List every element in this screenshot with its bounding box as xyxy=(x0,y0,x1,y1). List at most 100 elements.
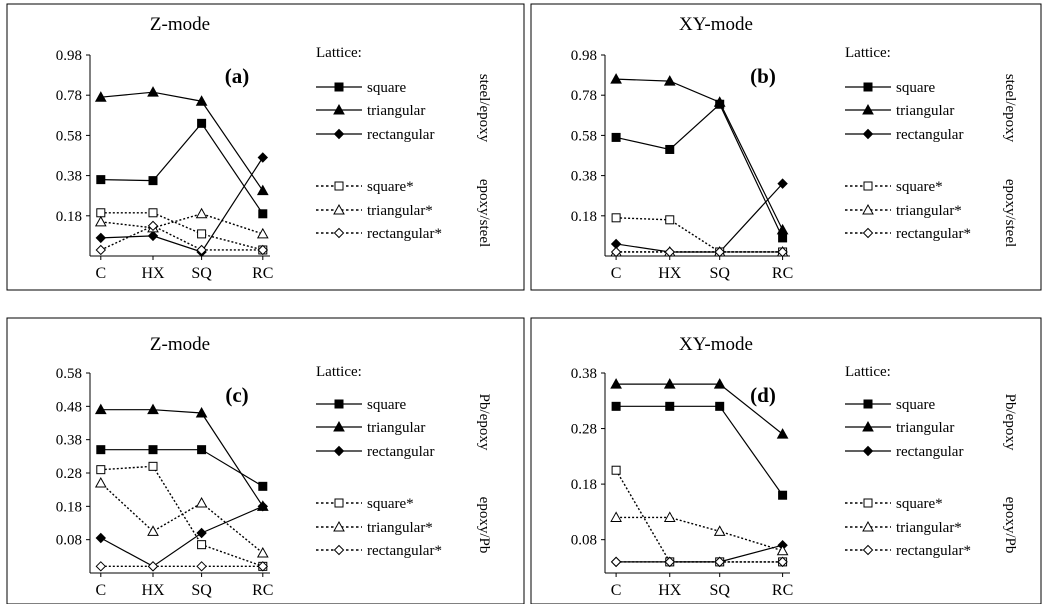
series-line xyxy=(100,212,263,251)
legend-label: triangular* xyxy=(367,203,433,219)
data-point xyxy=(147,86,159,97)
data-point xyxy=(94,91,107,102)
legend-marker xyxy=(863,181,873,191)
legend-marker xyxy=(333,103,345,115)
data-point xyxy=(776,223,789,235)
data-point xyxy=(663,378,676,389)
panel-a: Z-mode 0.18 0.38 0.58 0.78 0.98 C HX SQ RC (a) Latt… xyxy=(6,3,525,291)
panel-title: Z-mode xyxy=(150,334,210,355)
panel-d: XY-mode 0.08 0.18 0.28 0.38 C HX SQ RC (d) Lattice… xyxy=(530,317,1042,604)
data-point xyxy=(777,178,788,189)
data-point xyxy=(147,561,159,572)
series-triangular-star xyxy=(94,476,269,558)
side-label: steel/epoxy xyxy=(476,74,492,143)
series-rectangular xyxy=(95,501,269,572)
panel-frame xyxy=(6,317,525,604)
panel-frame xyxy=(6,3,525,291)
series-line xyxy=(616,405,784,496)
data-point xyxy=(257,561,269,572)
legend-label: square xyxy=(367,397,406,413)
panel-letter: (b) xyxy=(750,64,776,88)
legend-marker xyxy=(863,498,873,508)
y-tick-label: 0.78 xyxy=(56,88,82,104)
y-tick-label: 0.98 xyxy=(56,48,82,64)
data-point xyxy=(96,445,106,455)
legend-marker xyxy=(334,399,344,409)
x-tick-label: HX xyxy=(658,265,682,282)
data-point xyxy=(663,75,676,86)
series-line xyxy=(616,383,783,435)
legend-marker xyxy=(333,203,345,215)
series-square xyxy=(96,118,268,219)
data-point xyxy=(715,401,725,411)
y-tick-label: 0.38 xyxy=(56,169,82,185)
y-tick-label: 0.08 xyxy=(56,533,82,549)
legend-label: rectangular* xyxy=(896,543,971,559)
legend-label: triangular* xyxy=(896,520,962,536)
legend-marker xyxy=(863,82,873,92)
series-line xyxy=(100,122,264,215)
data-point xyxy=(665,401,675,411)
data-point xyxy=(196,527,207,539)
y-tick-label: 0.98 xyxy=(571,48,597,64)
y-tick-label: 0.18 xyxy=(56,499,82,515)
data-point xyxy=(195,95,208,106)
data-point xyxy=(713,378,726,389)
legend-heading: Lattice: xyxy=(316,45,362,61)
y-tick-label: 0.18 xyxy=(571,209,597,225)
series-rectangular xyxy=(95,152,269,258)
series-line xyxy=(616,544,783,563)
data-point xyxy=(197,229,207,239)
series-triangular-star xyxy=(94,207,269,239)
data-point xyxy=(196,561,207,572)
data-point xyxy=(96,465,106,475)
data-point xyxy=(148,461,158,471)
legend-label: rectangular* xyxy=(367,543,442,559)
legend-label: square* xyxy=(896,179,943,195)
side-label: epoxy/Pb xyxy=(476,497,492,554)
data-point xyxy=(258,209,268,219)
legend-marker xyxy=(333,128,345,140)
legend-marker xyxy=(333,420,345,432)
y-tick-label: 0.58 xyxy=(56,366,82,382)
data-point xyxy=(611,465,621,475)
y-tick-label: 0.38 xyxy=(56,433,82,449)
legend-heading: Lattice: xyxy=(845,364,891,380)
x-tick-label: RC xyxy=(252,265,273,282)
legend-label: rectangular xyxy=(896,127,963,143)
series-line xyxy=(616,217,783,253)
legend-marker xyxy=(862,544,874,556)
y-tick-label: 0.28 xyxy=(56,466,82,482)
data-point xyxy=(610,511,622,522)
legend-marker xyxy=(862,203,874,215)
y-tick-label: 0.58 xyxy=(571,128,597,144)
series-triangular xyxy=(94,86,269,196)
side-label: Pb/epoxy xyxy=(476,394,492,451)
series-line xyxy=(615,469,783,563)
data-point xyxy=(147,230,159,242)
x-tick-label: SQ xyxy=(709,265,730,282)
panel-b: XY-mode 0.18 0.38 0.58 0.78 0.98 C HX SQ RC (b) Lat… xyxy=(530,3,1042,291)
legend-label: triangular* xyxy=(367,520,433,536)
legend-label: rectangular* xyxy=(367,226,442,242)
panel-c: Z-mode 0.08 0.18 0.28 0.38 0.48 0.58 C HX SQ RC (c)… xyxy=(6,317,525,604)
series-rectangular-star xyxy=(95,561,269,572)
x-tick-label: C xyxy=(95,582,106,599)
data-point xyxy=(196,244,207,256)
data-point xyxy=(195,406,208,418)
legend-label: square* xyxy=(896,496,943,512)
side-label: steel/epoxy xyxy=(1002,74,1018,143)
legend-label: rectangular xyxy=(367,444,434,460)
data-point xyxy=(257,152,269,163)
series-line xyxy=(100,465,264,567)
legend-marker xyxy=(333,520,345,532)
legend: Lattice: square triangular rectangular squar… xyxy=(845,364,971,559)
legend-heading: Lattice: xyxy=(316,364,362,380)
data-point xyxy=(663,511,676,522)
data-point xyxy=(94,476,107,488)
x-tick-label: RC xyxy=(772,265,793,282)
data-point xyxy=(610,378,622,389)
data-point xyxy=(148,176,158,186)
data-point xyxy=(778,490,788,500)
data-point xyxy=(96,208,106,218)
